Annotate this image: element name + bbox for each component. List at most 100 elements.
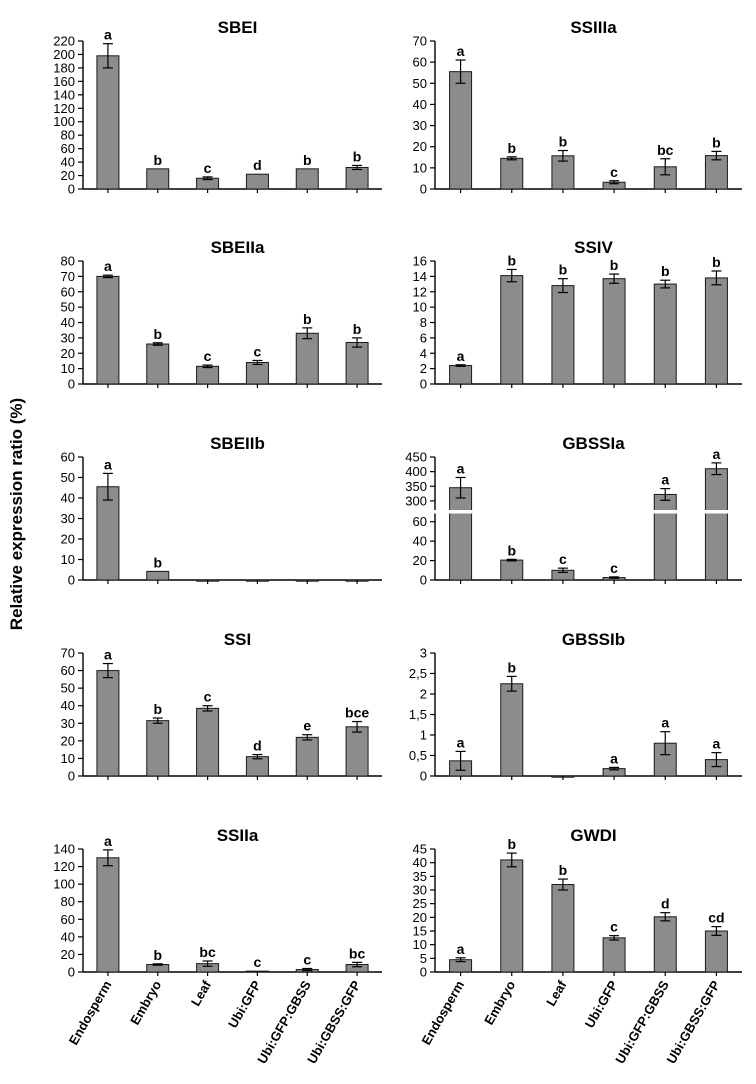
bar — [96, 275, 120, 385]
panel-GBSSIb: GBSSIb 0 0,5 1 1,5 2 2,5 3 a b a a a — [409, 630, 742, 784]
y-tick-label: 35 — [413, 869, 427, 884]
y-tick-label: 100 — [53, 114, 75, 129]
y-tick-label: 0 — [68, 573, 75, 588]
category-label: Embryo — [127, 978, 164, 1027]
y-tick-label: 450 — [405, 450, 427, 465]
y-tick-label: 20 — [413, 910, 427, 925]
bar — [449, 487, 473, 581]
significance-label: c — [254, 343, 262, 359]
bar — [295, 332, 319, 385]
significance-label: b — [559, 134, 568, 150]
y-tick-label: 30 — [413, 883, 427, 898]
bar — [500, 859, 524, 973]
y-tick-label: 1,5 — [409, 707, 427, 722]
significance-label: bc — [199, 944, 216, 960]
y-tick-label: 20 — [61, 947, 75, 962]
y-tick-label: 2,5 — [409, 666, 427, 681]
bar — [653, 916, 677, 973]
y-tick-label: 40 — [61, 155, 75, 170]
bar — [602, 278, 626, 385]
y-tick-label: 60 — [61, 450, 75, 465]
y-tick-label: 4 — [420, 346, 427, 361]
significance-label: c — [559, 551, 567, 567]
y-tick-label: 0,5 — [409, 748, 427, 763]
y-tick-label: 8 — [420, 315, 427, 330]
category-label: Ubi:GBSS:GFP — [304, 978, 364, 1066]
significance-label: cd — [708, 910, 724, 926]
significance-label: a — [457, 348, 465, 364]
y-tick-label: 140 — [53, 87, 75, 102]
significance-label: a — [713, 736, 721, 752]
panel-title: SSI — [224, 630, 251, 649]
panel-title: GWDI — [570, 826, 616, 845]
y-tick-label: 16 — [413, 254, 427, 269]
significance-label: b — [353, 148, 362, 164]
y-tick-label: 60 — [413, 55, 427, 70]
y-tick-label: 6 — [420, 330, 427, 345]
category-label: Embryo — [481, 978, 518, 1027]
significance-label: a — [104, 258, 112, 274]
bar — [245, 173, 269, 190]
y-tick-label: 2 — [420, 687, 427, 702]
y-tick-label: 220 — [53, 34, 75, 49]
significance-label: b — [661, 263, 670, 279]
significance-label: a — [104, 647, 112, 663]
significance-label: b — [353, 321, 362, 337]
significance-label: a — [661, 715, 669, 731]
panel-title: SBEI — [218, 18, 258, 37]
category-label: Endosperm — [418, 978, 467, 1047]
y-tick-label: 60 — [61, 141, 75, 156]
significance-label: b — [153, 152, 162, 168]
y-tick-label: 40 — [413, 855, 427, 870]
significance-label: b — [153, 947, 162, 963]
significance-label: a — [104, 27, 112, 43]
y-tick-label: 15 — [413, 924, 427, 939]
y-tick-label: 40 — [413, 534, 427, 549]
panel-title: SBEIIb — [210, 434, 265, 453]
y-tick-label: 5 — [420, 951, 427, 966]
bar — [146, 570, 170, 581]
panel-title: SSIIIa — [570, 18, 617, 37]
significance-label: b — [559, 262, 568, 278]
y-tick-label: 30 — [61, 511, 75, 526]
bar — [96, 55, 120, 190]
y-tick-label: 0 — [420, 377, 427, 392]
significance-label: a — [457, 43, 465, 59]
y-tick-label: 10 — [413, 160, 427, 175]
bar — [551, 285, 575, 385]
y-tick-label: 100 — [53, 877, 75, 892]
significance-label: c — [303, 951, 311, 967]
y-tick-label: 140 — [53, 842, 75, 857]
bar — [146, 343, 170, 385]
category-label: Leaf — [543, 977, 570, 1008]
significance-label: a — [661, 472, 669, 488]
y-tick-label: 20 — [61, 733, 75, 748]
y-tick-label: 60 — [413, 514, 427, 529]
panel-title: SBEIIa — [211, 238, 265, 257]
y-tick-label: 60 — [61, 284, 75, 299]
y-tick-label: 20 — [413, 139, 427, 154]
bar — [500, 683, 524, 777]
significance-label: c — [610, 919, 618, 935]
significance-label: bce — [345, 705, 369, 721]
panel-SSIIa: SSIIa 0 20 40 60 80 100 120 140 a b bc c c bc — [53, 826, 382, 980]
y-tick-label: 10 — [61, 361, 75, 376]
y-tick-label: 40 — [61, 315, 75, 330]
y-tick-label: 0 — [68, 377, 75, 392]
significance-label: b — [507, 140, 516, 156]
y-tick-label: 80 — [61, 254, 75, 269]
significance-label: b — [303, 311, 312, 327]
y-axis-label: Relative expression ratio (%) — [7, 398, 26, 630]
y-tick-label: 60 — [61, 912, 75, 927]
y-tick-label: 120 — [53, 101, 75, 116]
significance-label: a — [457, 941, 465, 957]
y-tick-label: 200 — [53, 47, 75, 62]
y-tick-label: 10 — [61, 552, 75, 567]
y-tick-label: 300 — [405, 493, 427, 508]
y-tick-label: 0 — [420, 769, 427, 784]
y-tick-label: 10 — [413, 937, 427, 952]
